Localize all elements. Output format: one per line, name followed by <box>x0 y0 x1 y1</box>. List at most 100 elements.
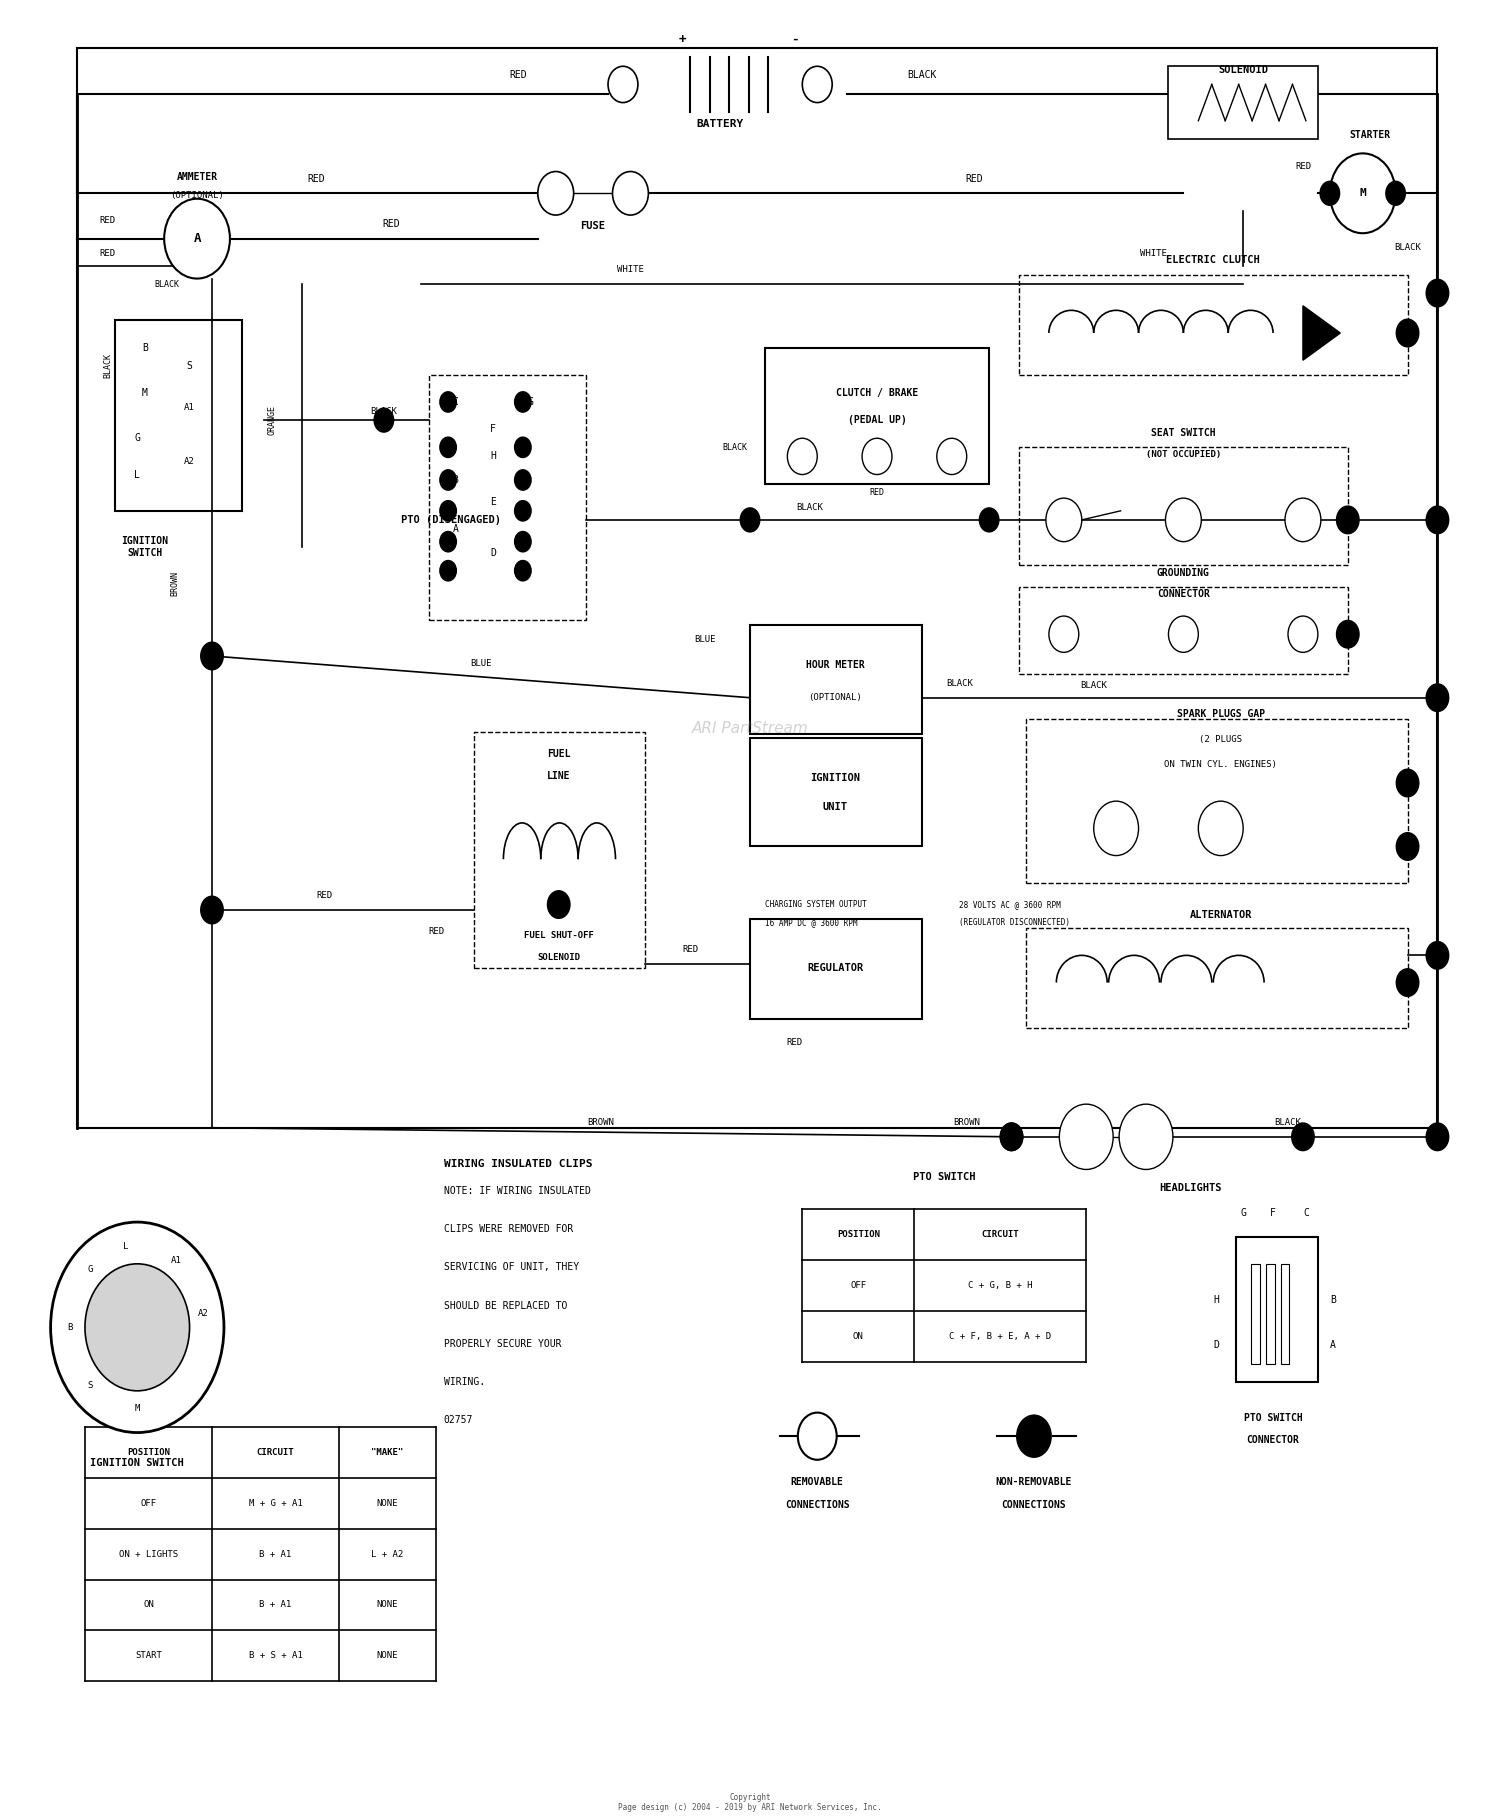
Text: NONE: NONE <box>376 1651 399 1660</box>
Text: HOUR METER: HOUR METER <box>806 661 864 670</box>
Text: BLACK: BLACK <box>946 679 972 688</box>
Text: RED: RED <box>99 249 116 258</box>
Text: STARTER: STARTER <box>1350 131 1390 140</box>
Text: RED: RED <box>427 926 444 935</box>
Text: +: + <box>680 33 687 46</box>
Text: C: C <box>453 397 459 408</box>
Bar <box>1266 1263 1275 1363</box>
Text: FUEL: FUEL <box>548 750 570 759</box>
Text: RED: RED <box>966 173 982 184</box>
Text: B + A1: B + A1 <box>260 1600 291 1609</box>
Text: A2: A2 <box>184 457 195 466</box>
Circle shape <box>1016 1414 1052 1458</box>
Text: B: B <box>68 1323 72 1332</box>
Text: F: F <box>1270 1208 1276 1218</box>
Circle shape <box>1384 180 1406 206</box>
Circle shape <box>999 1123 1023 1152</box>
Bar <box>1281 1263 1290 1363</box>
Text: ORANGE: ORANGE <box>267 406 276 435</box>
Text: CLUTCH / BRAKE: CLUTCH / BRAKE <box>836 388 918 399</box>
Text: LINE: LINE <box>548 770 570 781</box>
Circle shape <box>1395 318 1419 348</box>
Circle shape <box>514 470 532 491</box>
Text: CONNECTOR: CONNECTOR <box>1246 1434 1299 1445</box>
Text: RED: RED <box>308 173 326 184</box>
Text: H: H <box>1214 1296 1219 1305</box>
Text: OFF: OFF <box>850 1281 867 1290</box>
Circle shape <box>440 470 458 491</box>
Text: AMMETER: AMMETER <box>177 171 218 182</box>
Text: FUEL SHUT-OFF: FUEL SHUT-OFF <box>524 930 594 939</box>
Circle shape <box>798 1412 837 1460</box>
Text: C: C <box>1304 1208 1310 1218</box>
Circle shape <box>1320 180 1341 206</box>
Text: IGNITION SWITCH: IGNITION SWITCH <box>90 1458 184 1469</box>
Text: BLACK: BLACK <box>154 280 180 289</box>
Text: BATTERY: BATTERY <box>696 120 744 129</box>
Text: (2 PLUGS: (2 PLUGS <box>1200 735 1242 744</box>
Circle shape <box>440 561 458 582</box>
Text: SHOULD BE REPLACED TO: SHOULD BE REPLACED TO <box>444 1301 567 1310</box>
Circle shape <box>938 439 966 475</box>
Bar <box>750 624 922 733</box>
Text: A: A <box>194 233 201 246</box>
Text: A2: A2 <box>198 1309 208 1318</box>
Text: ON: ON <box>142 1600 154 1609</box>
Text: -: - <box>790 33 798 46</box>
Circle shape <box>538 171 573 215</box>
Circle shape <box>612 171 648 215</box>
Text: BROWN: BROWN <box>954 1117 980 1127</box>
Circle shape <box>1330 153 1395 233</box>
Text: BLACK: BLACK <box>1275 1117 1302 1127</box>
Bar <box>1026 928 1407 1028</box>
Text: IGNITION: IGNITION <box>810 772 859 783</box>
Circle shape <box>1094 801 1138 855</box>
Text: B: B <box>453 475 459 484</box>
Circle shape <box>440 501 458 522</box>
Circle shape <box>200 641 223 670</box>
Text: S: S <box>186 360 192 371</box>
Text: C + G, B + H: C + G, B + H <box>968 1281 1032 1290</box>
Circle shape <box>440 391 458 413</box>
Circle shape <box>1059 1105 1113 1170</box>
Bar <box>429 375 585 619</box>
Text: NON-REMOVABLE: NON-REMOVABLE <box>996 1476 1072 1487</box>
Text: M: M <box>135 1405 140 1414</box>
Bar <box>1026 719 1407 883</box>
Text: B: B <box>1330 1296 1336 1305</box>
Bar <box>78 47 1437 1128</box>
Text: BROWN: BROWN <box>170 571 178 595</box>
Text: START: START <box>135 1651 162 1660</box>
Text: POSITION: POSITION <box>128 1449 170 1458</box>
Bar <box>1251 1263 1260 1363</box>
Circle shape <box>1425 1123 1449 1152</box>
Text: REGULATOR: REGULATOR <box>807 963 864 974</box>
Text: PTO (DISENGAGED): PTO (DISENGAGED) <box>400 515 501 524</box>
Text: RED: RED <box>316 892 332 899</box>
Circle shape <box>1336 619 1359 648</box>
Text: RED: RED <box>1294 162 1311 171</box>
Text: B + A1: B + A1 <box>260 1549 291 1558</box>
Circle shape <box>514 391 532 413</box>
Text: IGNITION
SWITCH: IGNITION SWITCH <box>122 537 168 559</box>
Bar <box>1236 1236 1318 1381</box>
Text: POSITION: POSITION <box>837 1230 880 1239</box>
Circle shape <box>978 508 999 533</box>
Text: (OPTIONAL): (OPTIONAL) <box>808 693 862 703</box>
Text: NOTE: IF WIRING INSULATED: NOTE: IF WIRING INSULATED <box>444 1187 591 1196</box>
Text: B: B <box>142 342 147 353</box>
Circle shape <box>1048 615 1078 652</box>
Bar <box>1168 66 1318 138</box>
Circle shape <box>608 66 638 102</box>
Bar <box>1019 588 1348 673</box>
Text: L: L <box>123 1243 129 1252</box>
Text: A1: A1 <box>184 402 195 411</box>
Circle shape <box>514 501 532 522</box>
Text: PROPERLY SECURE YOUR: PROPERLY SECURE YOUR <box>444 1340 561 1349</box>
Text: G: G <box>87 1265 93 1274</box>
Circle shape <box>514 531 532 553</box>
Text: HEADLIGHTS: HEADLIGHTS <box>1160 1183 1222 1192</box>
Text: (NOT OCCUPIED): (NOT OCCUPIED) <box>1146 450 1221 459</box>
Text: M: M <box>1359 187 1366 198</box>
Text: G: G <box>135 433 140 444</box>
